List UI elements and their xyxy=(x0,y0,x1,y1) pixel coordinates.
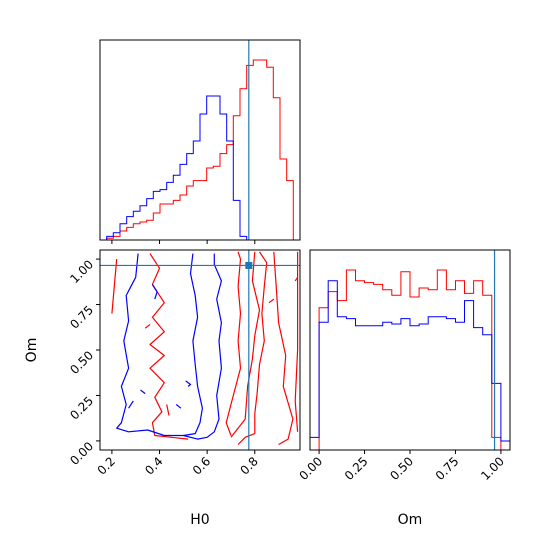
contour-0-5 xyxy=(111,259,118,314)
y-axis-label-om: Om xyxy=(24,338,40,363)
h0-histogram-frame xyxy=(99,39,301,241)
contour-1-6 xyxy=(140,389,146,395)
contour-0-8 xyxy=(144,324,151,329)
om-histogram-series-0 xyxy=(310,269,510,451)
contour-0-0 xyxy=(237,251,268,445)
truth-marker xyxy=(245,261,253,269)
x-axis-label-h0: H0 xyxy=(190,512,209,528)
contour-0-3 xyxy=(273,251,294,446)
contour-1-1 xyxy=(183,253,203,437)
h0-histogram-series-0 xyxy=(100,59,300,241)
contour-0-10 xyxy=(294,276,299,282)
x-axis-label-om: Om xyxy=(398,512,423,528)
contour-1-2 xyxy=(151,284,158,300)
contour-1-0 xyxy=(116,253,222,440)
contour-0-7 xyxy=(166,404,170,416)
contour-0-2 xyxy=(225,251,242,436)
om-histogram-series-1 xyxy=(309,280,511,450)
contour-0-6 xyxy=(149,253,189,440)
contour-0-1 xyxy=(230,251,261,438)
contour-1-3 xyxy=(185,380,192,387)
contour-1-4 xyxy=(175,404,182,409)
h0-histogram-panel xyxy=(99,39,301,244)
h0-histogram-series-1 xyxy=(100,95,300,241)
contour-0-9 xyxy=(268,298,275,304)
contour-1-5 xyxy=(128,400,134,409)
contour-0-4 xyxy=(294,251,299,432)
